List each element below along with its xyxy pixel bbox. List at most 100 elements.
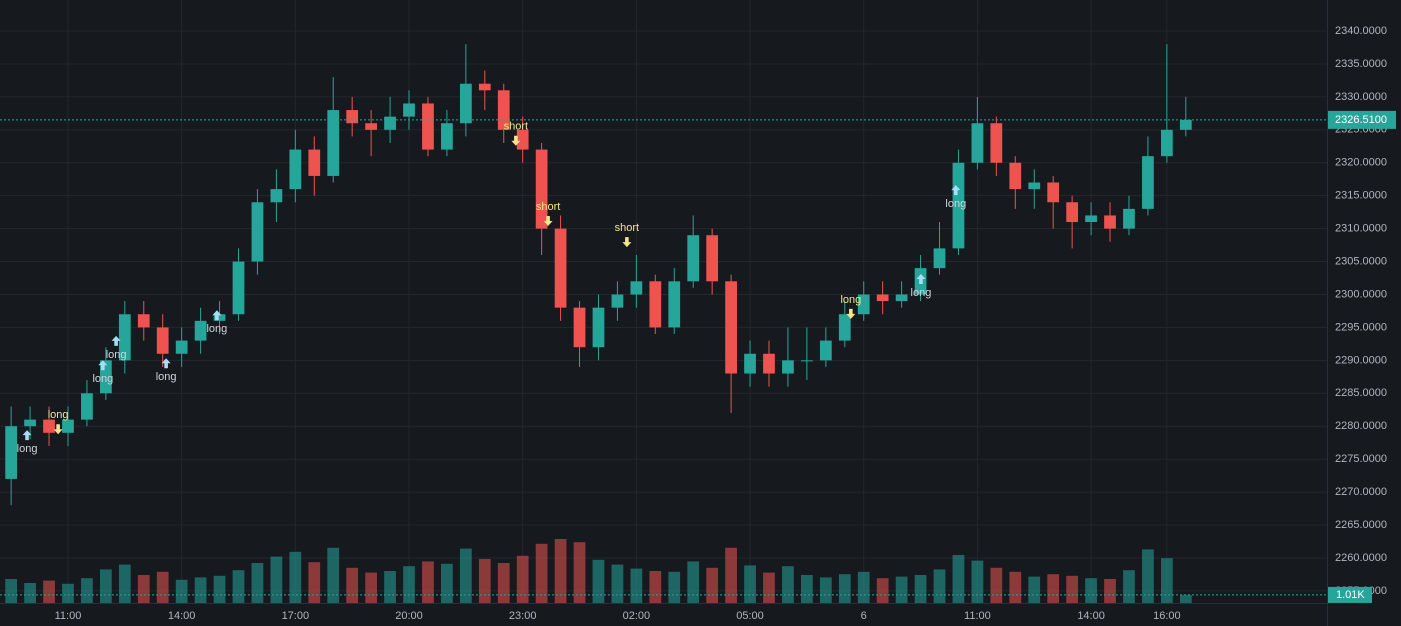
volume-bar <box>194 577 207 603</box>
candle-body <box>1104 215 1116 229</box>
candle-body <box>895 294 908 302</box>
volume-bar <box>573 542 586 603</box>
candle-body <box>554 228 567 308</box>
candle-body <box>327 110 340 176</box>
volume-bar <box>1028 576 1041 603</box>
volume-bar <box>1047 574 1060 603</box>
candle-body <box>422 103 434 150</box>
candle-body <box>933 248 946 269</box>
candle-body <box>535 149 548 229</box>
candle-body <box>990 123 1003 163</box>
volume-bar <box>819 577 832 603</box>
signal-arrow <box>98 360 108 371</box>
volume-bar <box>459 548 472 603</box>
volume-bar <box>403 566 415 603</box>
y-tick-label: 2260.0000 <box>1335 552 1387 564</box>
volume-bar <box>801 575 813 603</box>
volume-bar <box>914 575 927 603</box>
volume-bar <box>213 575 226 603</box>
candle-body <box>43 419 55 433</box>
y-tick-label: 2270.0000 <box>1335 486 1387 498</box>
signal-arrow <box>53 424 63 435</box>
x-tick-label: 05:00 <box>736 610 764 622</box>
candle-body <box>62 419 74 433</box>
candle-body <box>459 83 472 124</box>
x-tick-label: 11:00 <box>55 610 82 622</box>
y-tick-label: 2290.0000 <box>1335 354 1387 366</box>
candle-body <box>1179 119 1192 130</box>
candle-body <box>1123 208 1135 229</box>
volume-bar <box>516 555 529 603</box>
candle-body <box>270 189 283 203</box>
volume-bar <box>554 539 567 603</box>
signal-label: long <box>48 409 69 421</box>
candle-body <box>1085 215 1097 223</box>
signal-arrow <box>212 310 222 321</box>
volume-bar <box>497 563 510 603</box>
volume-bar <box>971 560 984 603</box>
volume-bar <box>81 578 93 603</box>
candle-body <box>801 360 813 362</box>
candle-body <box>971 123 984 163</box>
candle-body <box>81 393 93 420</box>
candle-body <box>1028 182 1041 190</box>
volume-bar <box>649 571 662 603</box>
signal-label: long <box>911 287 932 299</box>
y-tick-label: 2285.0000 <box>1335 387 1387 399</box>
volume-bar <box>270 556 283 603</box>
x-tick-label: 11:00 <box>964 610 991 622</box>
candle-body <box>403 103 415 117</box>
signal-arrow <box>916 273 926 284</box>
volume-bar <box>1066 575 1079 603</box>
signal-arrow <box>111 335 121 346</box>
volume-bar <box>175 579 188 603</box>
volume-bar <box>43 580 55 603</box>
candle-body <box>137 314 150 328</box>
candle-body <box>819 340 832 361</box>
candle-body <box>441 123 453 150</box>
signal-label: long <box>945 198 966 210</box>
candle-body <box>1160 129 1173 157</box>
candle-body <box>630 281 643 295</box>
volume-bar <box>99 569 112 603</box>
volume-bar <box>611 564 624 603</box>
volume-bar <box>838 574 851 603</box>
volume-bar <box>592 559 605 603</box>
candle-body <box>611 294 624 308</box>
volume-bar <box>1104 579 1116 603</box>
candle-body <box>1066 202 1079 223</box>
volume-bar <box>365 572 377 603</box>
signal-label: short <box>504 121 528 133</box>
candle-body <box>251 202 264 262</box>
last-price-box <box>1328 110 1396 129</box>
candle-body <box>952 162 965 249</box>
candle-body <box>649 281 662 328</box>
volume-bar <box>763 572 775 603</box>
volume-bar <box>478 559 491 603</box>
signal-label: short <box>615 222 639 234</box>
candle-body <box>232 261 245 315</box>
candle-body <box>99 360 112 394</box>
volume-bar <box>289 551 302 603</box>
volume-bar <box>1179 594 1192 603</box>
volume-bar <box>422 561 434 603</box>
candle-body <box>1009 162 1022 190</box>
candle-body <box>118 314 131 361</box>
volume-bar <box>895 576 908 603</box>
volume-bar <box>952 555 965 603</box>
y-tick-label: 2305.0000 <box>1335 255 1387 267</box>
signal-arrow <box>22 430 32 441</box>
signal-label: long <box>840 294 861 306</box>
candle-body <box>1142 156 1154 209</box>
volume-bar <box>687 561 700 603</box>
candle-body <box>573 307 586 348</box>
x-tick-label: 23:00 <box>509 610 537 622</box>
x-tick-label: 20:00 <box>395 610 423 622</box>
candle-body <box>744 353 756 374</box>
candle-body <box>668 281 681 328</box>
volume-bar <box>118 564 131 603</box>
candle-body <box>156 327 169 354</box>
x-tick-label: 16:00 <box>1153 610 1181 622</box>
